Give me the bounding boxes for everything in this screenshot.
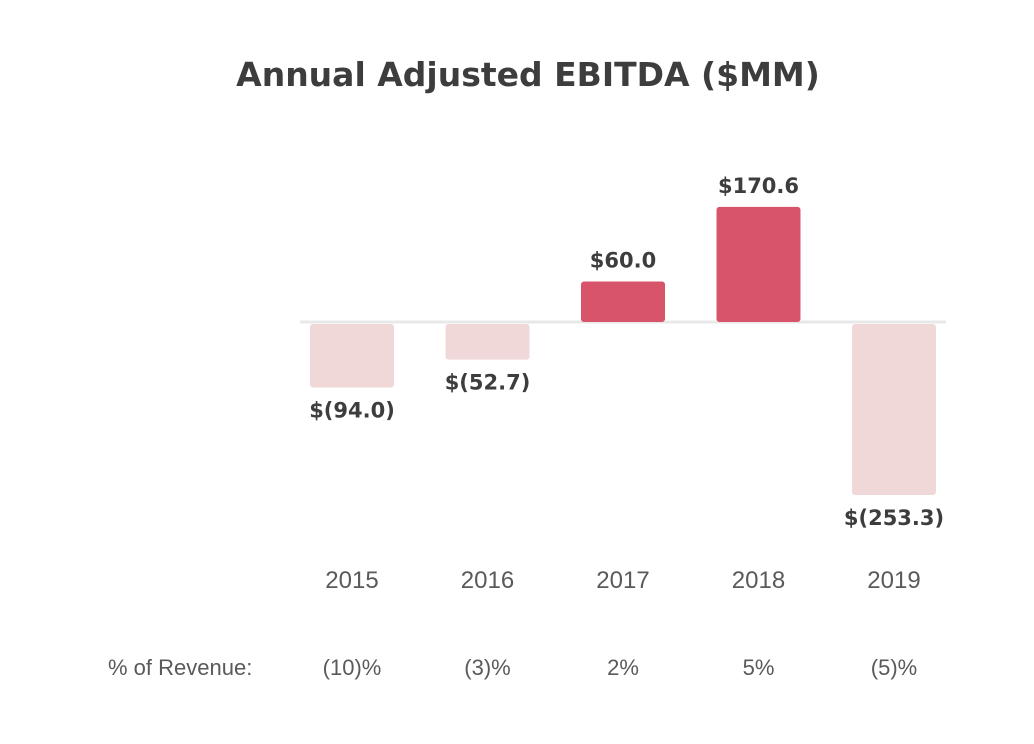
revenue-pct-group: (10)% (3)% 2% 5% (5)% [323, 655, 918, 680]
revenue-pct-2016: (3)% [464, 655, 510, 680]
chart-title: Annual Adjusted EBITDA ($MM) [236, 55, 820, 94]
revenue-pct-2017: 2% [607, 655, 639, 680]
bar-2018 [716, 206, 801, 322]
bar-2017 [581, 281, 665, 322]
value-label-2016: $(52.7) [445, 371, 531, 395]
value-label-2019: $(253.3) [844, 506, 944, 530]
year-label-2018: 2018 [732, 567, 785, 594]
revenue-pct-2015: (10)% [323, 655, 382, 680]
revenue-pct-2018: 5% [743, 655, 775, 680]
year-label-2016: 2016 [461, 567, 514, 594]
value-label-2017: $60.0 [590, 248, 656, 272]
value-label-2015: $(94.0) [309, 398, 395, 422]
year-label-2017: 2017 [596, 567, 649, 594]
bar-group [310, 206, 936, 495]
year-label-2019: 2019 [867, 567, 920, 594]
year-label-group: 2015 2016 2017 2018 2019 [325, 567, 920, 594]
bar-2019 [852, 324, 936, 495]
revenue-pct-2019: (5)% [871, 655, 917, 680]
revenue-row-label: % of Revenue: [108, 655, 252, 680]
year-label-2015: 2015 [325, 567, 378, 594]
value-label-group: $(94.0) $(52.7) $60.0 $170.6 $(253.3) [309, 174, 944, 530]
bar-2015 [310, 324, 394, 388]
bar-2016 [445, 324, 530, 360]
value-label-2018: $170.6 [718, 174, 799, 198]
